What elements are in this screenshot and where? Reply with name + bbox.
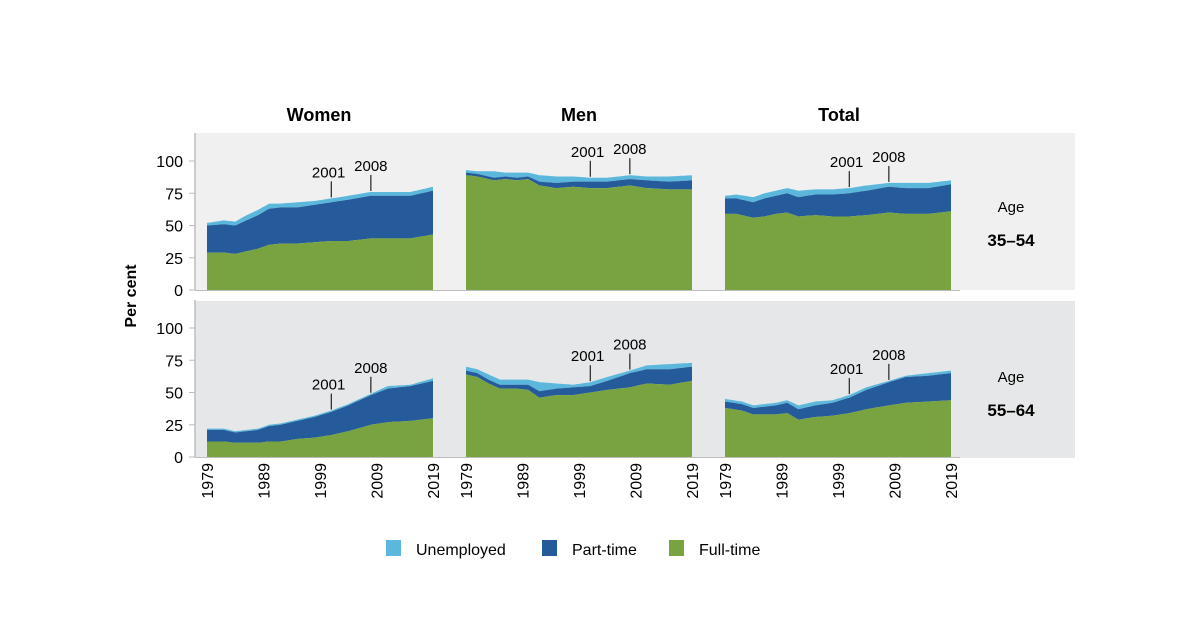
y-tick-label: 50 — [165, 219, 183, 236]
area-unemployed — [725, 370, 951, 410]
legend-label-unemployed: Unemployed — [416, 542, 506, 559]
x-tick-label: 1989 — [775, 463, 792, 499]
area-full-time — [725, 400, 951, 457]
annotation-2008: 2008 — [872, 149, 905, 166]
annotation-2008: 2008 — [872, 347, 905, 364]
y-tick-label: 100 — [156, 321, 183, 338]
area-full-time — [466, 374, 692, 457]
x-tick-label: 2009 — [888, 463, 905, 499]
y-tick-label: 75 — [165, 186, 183, 203]
column-title-total: Total — [818, 105, 860, 125]
area-part-time — [207, 380, 433, 443]
area-part-time — [725, 184, 951, 218]
x-tick-label: 1979 — [459, 463, 476, 499]
panel-men-row-1 — [466, 362, 692, 457]
legend-swatch-unemployed — [386, 540, 401, 556]
column-title-women: Women — [287, 105, 352, 125]
row-label-range-35-54: 35–54 — [987, 231, 1035, 250]
x-tick-label: 1999 — [831, 463, 848, 499]
y-tick-label: 25 — [165, 251, 183, 268]
annotation-2001: 2001 — [830, 154, 863, 171]
y-tick-label: 0 — [174, 283, 183, 300]
area-unemployed — [207, 186, 433, 226]
legend-swatch-part-time — [542, 540, 557, 556]
area-unemployed — [466, 362, 692, 392]
column-title-men: Men — [561, 105, 597, 125]
y-tick-label: 75 — [165, 353, 183, 370]
area-part-time — [725, 373, 951, 420]
area-full-time — [207, 234, 433, 290]
legend-label-part-time: Part-time — [572, 542, 637, 559]
x-tick-label: 2009 — [629, 463, 646, 499]
x-tick-label: 1999 — [313, 463, 330, 499]
x-tick-label: 1979 — [200, 463, 217, 499]
row-label-age-55-64: Age — [998, 369, 1025, 386]
area-part-time — [207, 190, 433, 254]
panel-men-row-0 — [466, 170, 692, 290]
legend: Unemployed Part-time Full-time — [386, 540, 760, 559]
x-tick-label: 2019 — [685, 463, 702, 499]
row-label-age-35-54: Age — [998, 199, 1025, 216]
panel-total-row-1 — [725, 370, 951, 457]
annotation-2001: 2001 — [312, 164, 345, 181]
x-tick-label: 2019 — [426, 463, 443, 499]
x-tick-label: 1989 — [516, 463, 533, 499]
y-tick-label: 0 — [174, 450, 183, 467]
area-unemployed — [466, 170, 692, 183]
y-axis-label: Per cent — [123, 264, 140, 328]
area-full-time — [207, 418, 433, 457]
area-full-time — [725, 211, 951, 290]
panel-women-row-0 — [207, 186, 433, 290]
annotation-2001: 2001 — [571, 144, 604, 161]
x-tick-label: 2009 — [370, 463, 387, 499]
y-tick-label: 100 — [156, 154, 183, 171]
annotation-2001: 2001 — [571, 348, 604, 365]
annotation-2001: 2001 — [312, 377, 345, 394]
row-label-range-55-64: 55–64 — [987, 401, 1035, 420]
annotation-2008: 2008 — [613, 337, 646, 354]
legend-swatch-full-time — [669, 540, 684, 556]
x-tick-label: 1999 — [572, 463, 589, 499]
y-tick-label: 25 — [165, 418, 183, 435]
annotation-2001: 2001 — [830, 361, 863, 378]
area-part-time — [466, 366, 692, 398]
x-tick-label: 1989 — [257, 463, 274, 499]
area-part-time — [466, 172, 692, 190]
area-full-time — [466, 175, 692, 290]
x-tick-label: 1979 — [718, 463, 735, 499]
y-tick-label: 50 — [165, 386, 183, 403]
annotation-2008: 2008 — [354, 158, 387, 175]
area-unemployed — [207, 378, 433, 433]
annotation-2008: 2008 — [354, 360, 387, 377]
legend-label-full-time: Full-time — [699, 542, 760, 559]
panel-total-row-0 — [725, 180, 951, 290]
annotation-2008: 2008 — [613, 141, 646, 158]
area-unemployed — [725, 180, 951, 203]
panel-women-row-1 — [207, 378, 433, 457]
x-tick-label: 2019 — [944, 463, 961, 499]
